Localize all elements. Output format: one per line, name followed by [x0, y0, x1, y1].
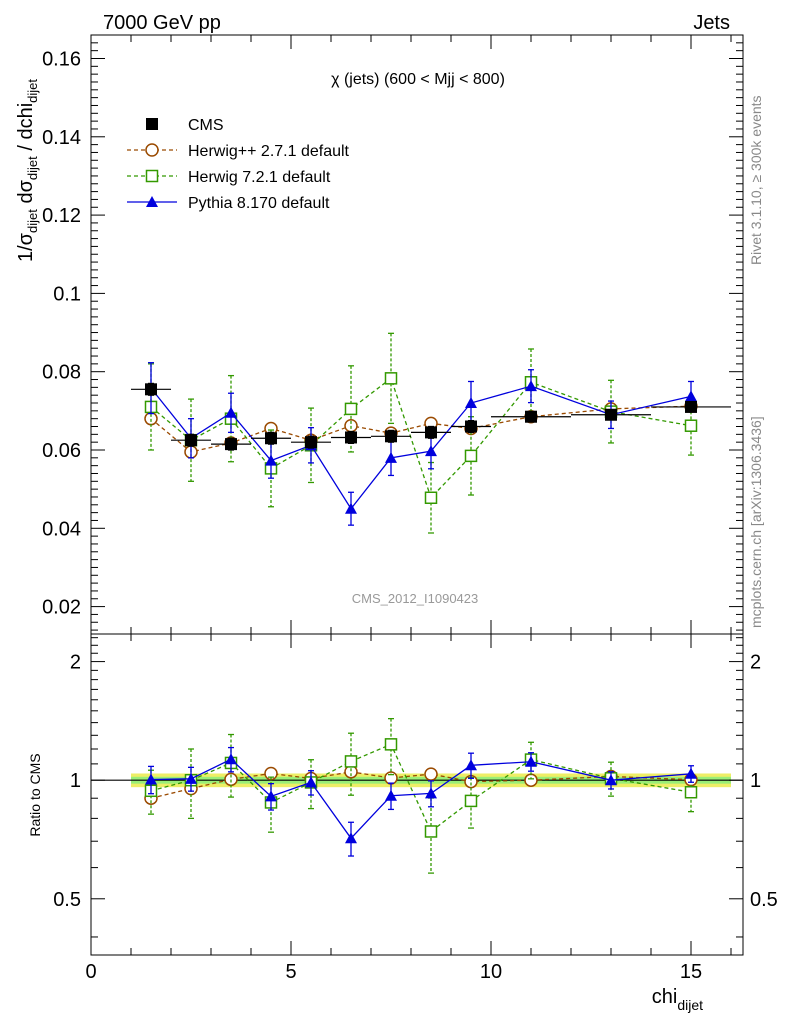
legend-label: CMS	[188, 117, 224, 134]
ratio-y-tick-label: 1	[750, 770, 761, 792]
data-point	[465, 397, 477, 409]
data-point	[425, 426, 437, 439]
legend: CMS Herwig++ 2.7.1 default Herwig 7.2.1 de…	[127, 117, 350, 212]
y-tick-label: 0.04	[42, 518, 81, 540]
x-tick-label: 15	[680, 961, 702, 983]
data-point	[424, 825, 438, 838]
series-line	[150, 743, 692, 833]
data-point	[344, 755, 358, 768]
data-point	[424, 767, 438, 781]
legend-item: CMS	[146, 117, 224, 134]
header-right: Jets	[693, 12, 730, 34]
legend-label: Herwig++ 2.7.1 default	[188, 143, 350, 160]
data-point	[524, 773, 538, 787]
data-point	[525, 755, 537, 767]
data-point	[344, 402, 358, 416]
y-tick-label: 0.02	[42, 597, 81, 619]
data-point	[225, 753, 237, 765]
y-tick-label: 0.16	[42, 48, 81, 70]
data-point	[345, 502, 357, 514]
ratio-series-pythia-8-170-default	[145, 746, 697, 857]
data-point	[265, 454, 277, 466]
data-point	[384, 738, 398, 751]
data-point	[305, 436, 317, 449]
ratio-plot-frame	[90, 633, 744, 956]
x-tick-label: 5	[285, 961, 296, 983]
x-tick-label: 10	[480, 961, 502, 983]
main-series-layer	[131, 332, 731, 534]
data-point	[605, 408, 617, 421]
data-point	[425, 445, 437, 457]
data-point	[525, 410, 537, 423]
data-point	[146, 196, 158, 207]
y-tick-label: 0.12	[42, 205, 81, 227]
ratio-y-tick-label: 2	[70, 652, 81, 674]
main-y-axis-label: 1/σdijet dσdijet / dchidijet	[15, 79, 40, 262]
data-point	[145, 169, 159, 183]
data-point	[345, 832, 357, 844]
data-point	[464, 449, 478, 463]
data-point	[684, 785, 698, 799]
analysis-id: CMS_2012_I1090423	[352, 591, 479, 606]
data-point	[385, 789, 397, 801]
data-point	[465, 759, 477, 771]
header-left: 7000 GeV pp	[103, 12, 221, 34]
ratio-series-herwig-7-2-1-default	[144, 717, 698, 874]
data-point	[685, 767, 697, 779]
chart-title: χ (jets) (600 < Mjj < 800)	[331, 71, 505, 88]
data-point	[605, 774, 617, 786]
x-axis: 0 5 10 15	[85, 35, 732, 983]
y-tick-label: 0.14	[42, 127, 81, 149]
legend-label: Pythia 8.170 default	[188, 195, 330, 212]
data-point	[145, 143, 159, 157]
x-axis-label: chidijet	[652, 986, 703, 1013]
data-point	[685, 400, 697, 413]
data-point	[185, 434, 197, 447]
legend-item: Herwig 7.2.1 default	[127, 169, 331, 186]
data-point	[146, 118, 158, 130]
ratio-series-layer	[144, 717, 698, 874]
data-point	[225, 406, 237, 418]
data-point	[464, 794, 478, 808]
data-point	[265, 790, 277, 802]
series-herwig-7-2-1-default	[144, 332, 698, 534]
data-point	[265, 432, 277, 445]
rivet-label: Rivet 3.1.10, ≥ 300k events	[748, 95, 764, 265]
x-tick-label: 0	[85, 961, 96, 983]
data-point	[685, 390, 697, 402]
data-point	[465, 420, 477, 433]
ratio-y-tick-label: 0.5	[750, 889, 778, 911]
data-point	[145, 383, 157, 396]
mcplots-label: mcplots.cern.ch [arXiv:1306.3436]	[748, 416, 764, 628]
y-tick-label: 0.1	[53, 283, 81, 305]
legend-item: Herwig++ 2.7.1 default	[127, 143, 350, 160]
y-tick-label: 0.06	[42, 440, 81, 462]
data-point	[384, 372, 398, 385]
data-point	[424, 491, 438, 505]
data-point	[305, 776, 317, 788]
series-cms	[131, 382, 731, 451]
legend-label: Herwig 7.2.1 default	[188, 169, 331, 186]
data-point	[345, 431, 357, 444]
data-point	[145, 773, 157, 785]
ratio-y-axis: 0.5 0.5 1 1 2 2	[53, 637, 778, 938]
series-line	[150, 377, 692, 499]
data-point	[225, 438, 237, 451]
series-line	[150, 385, 692, 510]
y-tick-label: 0.08	[42, 362, 81, 384]
data-point	[385, 451, 397, 463]
series-line	[150, 758, 692, 840]
ratio-y-axis-label: Ratio to CMS	[27, 753, 43, 836]
legend-item: Pythia 8.170 default	[127, 195, 330, 212]
data-point	[425, 787, 437, 799]
ratio-y-tick-label: 0.5	[53, 889, 81, 911]
ratio-y-tick-label: 2	[750, 652, 761, 674]
data-point	[684, 419, 698, 432]
data-point	[385, 430, 397, 443]
main-y-axis: 0.02 0.04 0.06 0.08 0.1 0.12 0.14 0.16	[42, 42, 743, 631]
data-point	[525, 380, 537, 392]
data-point	[185, 772, 197, 784]
ratio-y-tick-label: 1	[70, 770, 81, 792]
